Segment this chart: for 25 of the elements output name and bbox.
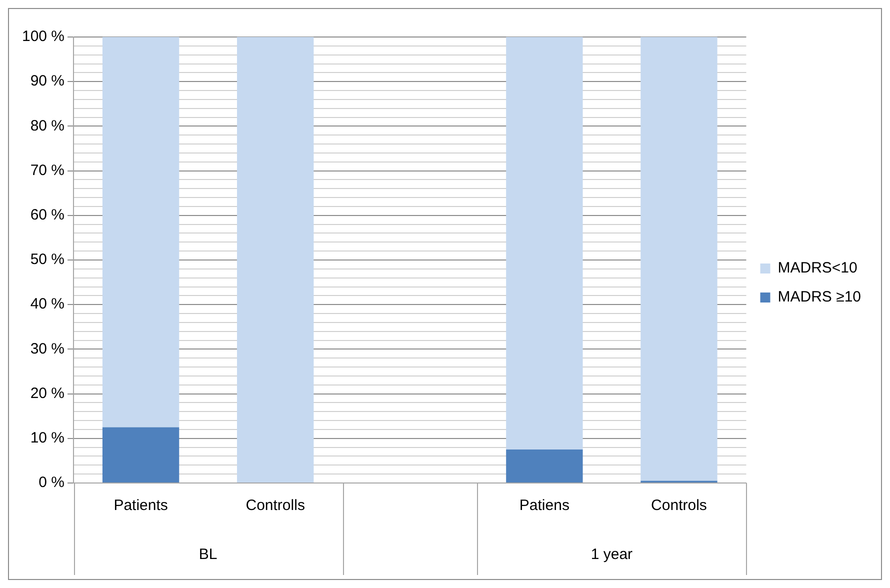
y-tick-label: 20 % xyxy=(30,384,65,402)
y-tick-label: 80 % xyxy=(30,117,65,134)
text: 1 year xyxy=(590,546,633,564)
y-tick-label: 90 % xyxy=(30,72,65,90)
x-tick-label: Patients xyxy=(114,497,168,514)
bar xyxy=(506,37,583,450)
y-tick-label: 30 % xyxy=(30,340,65,358)
bar xyxy=(640,37,718,481)
bar xyxy=(237,37,314,482)
bar xyxy=(102,37,180,428)
bar xyxy=(102,427,180,482)
y-tick-label: 40 % xyxy=(30,296,65,313)
legend-label: MADRS ≥10 xyxy=(778,288,862,306)
x-tick-label: Patiens xyxy=(519,497,570,514)
x-tick-label: Controlls xyxy=(246,497,305,514)
y-tick-label: 70 % xyxy=(30,162,65,179)
text: BL xyxy=(198,546,218,564)
y-tick-label: 10 % xyxy=(30,430,65,447)
y-tick-label: 0 % xyxy=(38,474,65,492)
bar xyxy=(506,450,583,482)
y-tick-label: 50 % xyxy=(30,251,65,268)
legend-label: MADRS<10 xyxy=(778,260,858,277)
y-tick-label: 60 % xyxy=(30,206,65,224)
x-tick-label: Controls xyxy=(651,497,707,514)
y-tick-label: 100 % xyxy=(22,28,65,46)
